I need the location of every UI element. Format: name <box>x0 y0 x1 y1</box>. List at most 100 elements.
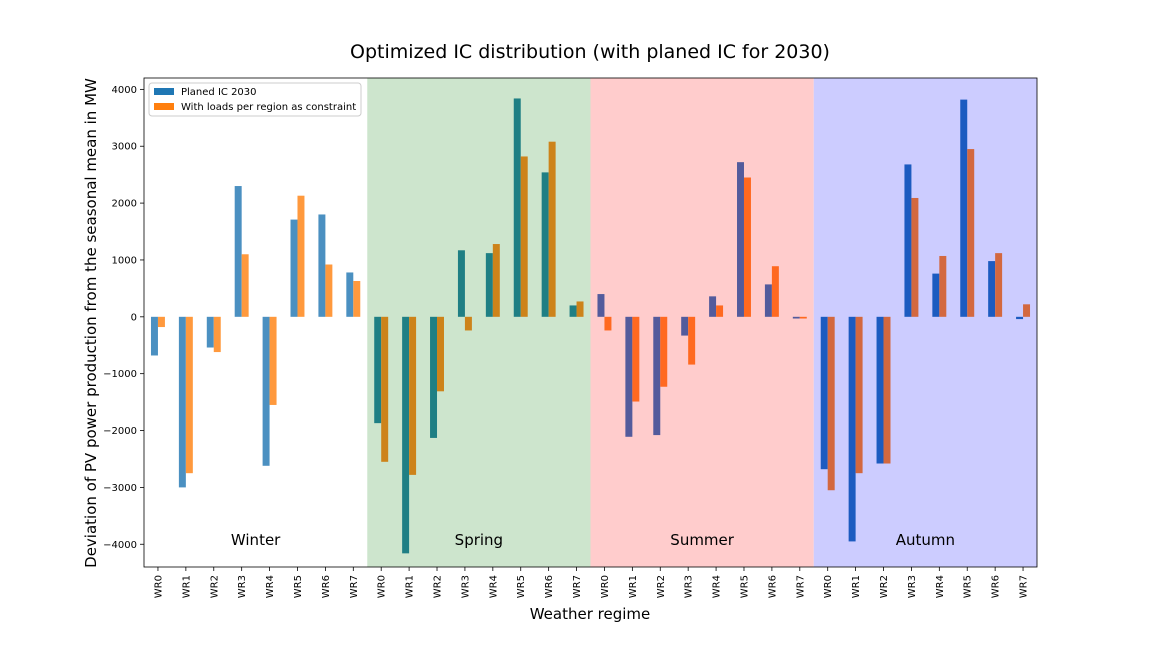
bar-constraint-winter-wr5 <box>297 195 305 317</box>
x-tick-label: WR5 <box>293 575 304 598</box>
bar-constraint-summer-wr0 <box>604 316 612 331</box>
x-tick-label: WR1 <box>405 575 416 598</box>
y-axis-label: Deviation of PV power production from th… <box>82 78 100 568</box>
bar-planed-autumn-wr7 <box>1016 316 1024 320</box>
bar-planed-summer-wr6 <box>764 284 772 317</box>
x-tick-label: WR1 <box>181 575 192 598</box>
bar-constraint-summer-wr3 <box>688 316 696 365</box>
bar-planed-autumn-wr0 <box>820 316 828 470</box>
bar-constraint-summer-wr5 <box>743 177 751 317</box>
bar-planed-summer-wr5 <box>737 162 744 317</box>
legend-label-constraint: With loads per region as constraint <box>181 102 356 113</box>
x-tick-label: WR2 <box>656 575 667 598</box>
bar-constraint-summer-wr6 <box>771 266 779 317</box>
bar-constraint-summer-wr2 <box>660 316 668 387</box>
x-tick-label: WR6 <box>544 575 555 598</box>
legend-swatch-constraint <box>154 103 174 110</box>
bar-planed-autumn-wr3 <box>904 164 912 317</box>
x-tick-label: WR7 <box>1019 575 1030 598</box>
x-tick-label: WR2 <box>433 575 444 598</box>
season-label-winter: Winter <box>231 531 281 549</box>
legend: Planed IC 2030 With loads per region as … <box>148 82 362 117</box>
bar-constraint-spring-wr5 <box>520 156 528 317</box>
bar-planed-winter-wr2 <box>206 316 214 348</box>
bar-constraint-winter-wr7 <box>353 280 361 317</box>
bar-constraint-autumn-wr5 <box>967 149 975 317</box>
legend-swatch-planed <box>154 88 174 95</box>
season-label-summer: Summer <box>670 531 734 549</box>
x-tick-label: WR3 <box>460 575 471 598</box>
y-tick-label: −1000 <box>103 369 137 380</box>
bar-constraint-winter-wr1 <box>185 316 193 474</box>
bar-constraint-spring-wr4 <box>492 244 500 317</box>
y-tick-label: −2000 <box>103 426 137 437</box>
bar-planed-spring-wr5 <box>513 98 521 317</box>
legend-box <box>148 82 362 117</box>
x-tick-label: WR2 <box>209 575 220 598</box>
bar-constraint-winter-wr2 <box>213 316 221 353</box>
season-label-spring: Spring <box>455 531 503 549</box>
bar-planed-spring-wr3 <box>457 250 465 317</box>
bar-constraint-autumn-wr7 <box>1023 304 1031 317</box>
bar-planed-winter-wr7 <box>346 272 354 317</box>
x-tick-label: WR3 <box>237 575 248 598</box>
y-tick-label: 1000 <box>112 255 137 266</box>
bar-planed-winter-wr5 <box>290 219 298 317</box>
y-tick-label: 3000 <box>112 142 137 153</box>
season-band-autumn <box>813 78 1037 567</box>
bar-constraint-spring-wr1 <box>409 316 417 475</box>
bar-planed-spring-wr2 <box>430 316 438 438</box>
bar-planed-winter-wr4 <box>262 316 270 466</box>
bar-planed-autumn-wr6 <box>988 261 996 317</box>
y-tick-label: 0 <box>131 312 137 323</box>
x-tick-label: WR4 <box>265 575 276 598</box>
bar-planed-autumn-wr2 <box>876 316 884 464</box>
bar-planed-summer-wr0 <box>597 294 605 317</box>
bar-constraint-autumn-wr0 <box>827 316 835 491</box>
x-tick-label: WR2 <box>879 575 890 598</box>
bar-planed-summer-wr7 <box>792 316 800 319</box>
x-tick-label: WR7 <box>795 575 806 598</box>
bar-constraint-winter-wr3 <box>241 254 249 317</box>
bar-planed-autumn-wr1 <box>848 316 856 542</box>
bar-constraint-autumn-wr2 <box>883 316 891 464</box>
y-tick-label: −4000 <box>103 540 137 551</box>
bar-constraint-autumn-wr3 <box>911 197 919 317</box>
x-tick-label: WR6 <box>767 575 778 598</box>
bar-planed-summer-wr2 <box>653 316 661 436</box>
x-tick-label: WR4 <box>935 575 946 598</box>
bar-constraint-winter-wr4 <box>269 316 277 405</box>
bar-constraint-winter-wr6 <box>325 264 333 317</box>
bar-planed-spring-wr7 <box>569 305 577 317</box>
bar-planed-winter-wr3 <box>234 186 242 317</box>
y-tick-label: 2000 <box>112 199 137 210</box>
bar-constraint-autumn-wr1 <box>855 316 863 474</box>
x-tick-label: WR5 <box>963 575 974 598</box>
bar-constraint-autumn-wr4 <box>939 255 947 317</box>
bar-constraint-spring-wr2 <box>437 316 444 392</box>
x-tick-label: WR7 <box>572 575 583 598</box>
bar-planed-spring-wr1 <box>402 316 410 554</box>
x-tick-label: WR6 <box>991 575 1002 598</box>
bar-planed-spring-wr0 <box>374 316 382 424</box>
bar-planed-spring-wr4 <box>485 253 493 317</box>
bar-planed-summer-wr4 <box>709 296 717 317</box>
x-tick-label: WR0 <box>153 575 164 598</box>
x-tick-label: WR0 <box>600 575 611 598</box>
bar-constraint-winter-wr0 <box>157 316 165 328</box>
bar-planed-winter-wr1 <box>178 316 186 488</box>
x-tick-label: WR3 <box>684 575 695 598</box>
bar-constraint-summer-wr1 <box>632 316 640 402</box>
x-tick-label: WR1 <box>628 575 639 598</box>
bar-planed-summer-wr1 <box>625 316 633 437</box>
plot-frame <box>143 77 1038 568</box>
bar-constraint-spring-wr6 <box>548 141 556 317</box>
x-tick-label: WR4 <box>712 575 723 598</box>
bar-constraint-spring-wr0 <box>381 316 389 462</box>
x-tick-label: WR6 <box>321 575 332 598</box>
x-axis-label: Weather regime <box>530 605 651 623</box>
x-tick-label: WR5 <box>516 575 527 598</box>
bar-constraint-summer-wr4 <box>716 305 724 317</box>
x-tick-label: WR4 <box>488 575 499 598</box>
